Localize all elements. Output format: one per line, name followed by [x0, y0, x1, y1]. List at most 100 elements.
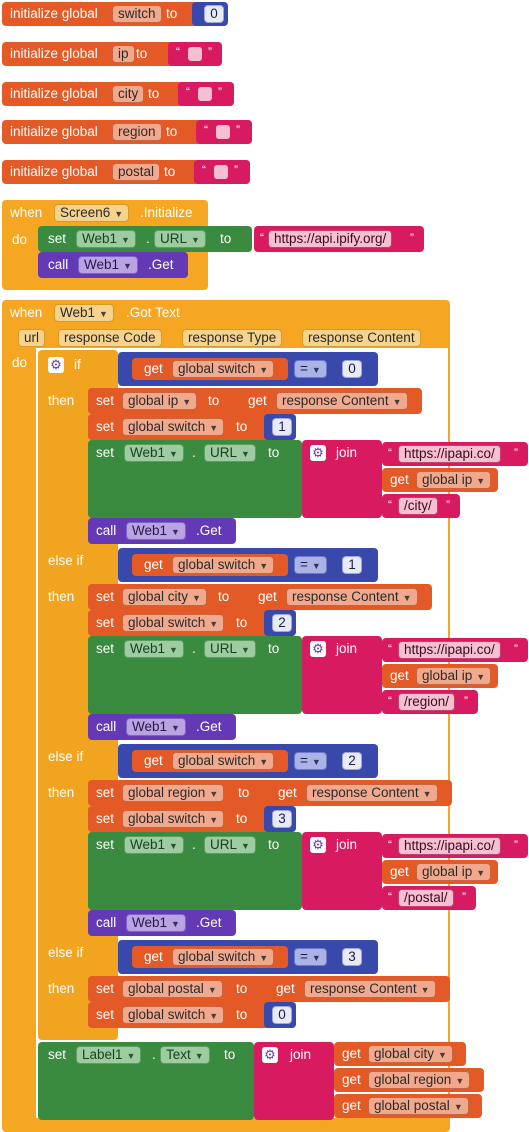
set-url-block[interactable]: set Web1 ▼ . URL ▼ to [88, 636, 302, 714]
variable-dropdown[interactable]: global switch ▼ [172, 556, 275, 574]
operator-dropdown[interactable]: = ▼ [294, 360, 327, 378]
variable-dropdown[interactable]: global postal ▼ [368, 1097, 469, 1115]
text-url-prefix[interactable]: “ https://ipapi.co/ ” [382, 442, 528, 466]
number-field[interactable]: 1 [272, 418, 292, 436]
param-url[interactable]: url [18, 329, 46, 347]
set-web1-url-block[interactable]: set Web1 ▼ . URL ▼ to [38, 226, 252, 252]
component-dropdown[interactable]: Web1 ▼ [54, 304, 114, 322]
variable-dropdown[interactable]: global switch ▼ [122, 1006, 225, 1024]
call-get-block[interactable]: call Web1 ▼ .Get [88, 518, 236, 544]
variable-dropdown[interactable]: global city ▼ [368, 1045, 453, 1063]
gear-icon[interactable]: ⚙ [262, 1047, 278, 1063]
component-dropdown[interactable]: Web1 ▼ [126, 522, 186, 540]
set-switch-block[interactable]: set global switch ▼ to 1 [88, 414, 296, 440]
set-label-text-block[interactable]: set Label1 ▼ . Text ▼ to [38, 1042, 254, 1120]
compare-block[interactable]: get global switch ▼ = ▼ 3 [118, 940, 378, 974]
variable-dropdown[interactable]: global switch ▼ [122, 810, 225, 828]
join-block[interactable]: ⚙ join [254, 1042, 334, 1120]
global-init-postal[interactable]: initialize global postal to “ ” [2, 160, 250, 184]
operator-dropdown[interactable]: = ▼ [294, 556, 327, 574]
param-response-content[interactable]: response Content [302, 329, 421, 347]
variable-dropdown[interactable]: global switch ▼ [122, 418, 225, 436]
component-dropdown[interactable]: Web1 ▼ [124, 640, 184, 658]
global-name-field[interactable]: ip [112, 45, 135, 63]
text-block[interactable]: “ ” [194, 160, 250, 184]
global-name-field[interactable]: switch [112, 5, 162, 23]
text-url-prefix[interactable]: “ https://ipapi.co/ ” [382, 638, 528, 662]
variable-dropdown[interactable]: global city ▼ [122, 588, 207, 606]
empty-text-field[interactable] [188, 47, 202, 61]
text-url-suffix[interactable]: “ /city/ ” [382, 494, 460, 518]
number-field[interactable]: 0 [204, 5, 224, 23]
variable-dropdown[interactable]: global region ▼ [122, 784, 225, 802]
gear-icon[interactable]: ⚙ [310, 641, 326, 657]
variable-dropdown[interactable]: global ip ▼ [416, 863, 492, 881]
text-block[interactable]: “ ” [168, 42, 222, 66]
set-url-block[interactable]: set Web1 ▼ . URL ▼ to [88, 440, 302, 518]
get-global-ip[interactable]: get global ip ▼ [382, 664, 498, 688]
text-block[interactable]: “ ” [178, 82, 234, 106]
set-switch-block[interactable]: set global switch ▼ to 2 [88, 610, 296, 636]
set-switch-block[interactable]: set global switch ▼ to 3 [88, 806, 296, 832]
text-field[interactable]: /postal/ [398, 889, 454, 907]
variable-dropdown[interactable]: response Content ▼ [306, 784, 438, 802]
gear-icon[interactable]: ⚙ [310, 837, 326, 853]
set-switch-block[interactable]: set global switch ▼ to 0 [88, 1002, 296, 1028]
call-get-block[interactable]: call Web1 ▼ .Get [88, 714, 236, 740]
set-var-block[interactable]: set global region ▼ to get response Conte… [88, 780, 452, 806]
property-dropdown[interactable]: URL ▼ [204, 444, 256, 462]
compare-block[interactable]: get global switch ▼ = ▼ 0 [118, 352, 378, 386]
component-dropdown[interactable]: Web1 ▼ [76, 230, 136, 248]
gear-icon[interactable]: ⚙ [48, 357, 64, 373]
empty-text-field[interactable] [214, 165, 228, 179]
get-global-switch[interactable]: get global switch ▼ [132, 358, 288, 380]
get-global-switch[interactable]: get global switch ▼ [132, 554, 288, 576]
get-global-region[interactable]: get global region ▼ [334, 1068, 484, 1092]
text-block[interactable]: “ ” [196, 120, 252, 144]
join-block[interactable]: ⚙ join [302, 440, 382, 518]
variable-dropdown[interactable]: response Content ▼ [304, 980, 436, 998]
component-dropdown[interactable]: Screen6 ▼ [54, 204, 130, 222]
set-var-block[interactable]: set global city ▼ to get response Content… [88, 584, 432, 610]
compare-block[interactable]: get global switch ▼ = ▼ 1 [118, 548, 378, 582]
text-field[interactable]: https://ipapi.co/ [398, 641, 501, 659]
set-var-block[interactable]: set global ip ▼ to get response Content ▼ [88, 388, 422, 414]
param-response-code[interactable]: response Code [58, 329, 162, 347]
number-field[interactable]: 3 [342, 948, 362, 966]
variable-dropdown[interactable]: response Content ▼ [276, 392, 408, 410]
operator-dropdown[interactable]: = ▼ [294, 752, 327, 770]
variable-dropdown[interactable]: global postal ▼ [122, 980, 223, 998]
text-field[interactable]: https://ipapi.co/ [398, 837, 501, 855]
component-dropdown[interactable]: Web1 ▼ [78, 256, 138, 274]
component-dropdown[interactable]: Web1 ▼ [126, 718, 186, 736]
number-field[interactable]: 1 [342, 556, 362, 574]
join-block[interactable]: ⚙ join [302, 636, 382, 714]
component-dropdown[interactable]: Web1 ▼ [126, 914, 186, 932]
variable-dropdown[interactable]: response Content ▼ [286, 588, 418, 606]
url-text-field[interactable]: https://api.ipify.org/ [268, 230, 393, 248]
global-init-ip[interactable]: initialize global ip to “ ” [2, 42, 222, 66]
variable-dropdown[interactable]: global ip ▼ [416, 667, 492, 685]
variable-dropdown[interactable]: global ip ▼ [416, 471, 492, 489]
global-init-city[interactable]: initialize global city to “ ” [2, 82, 234, 106]
variable-dropdown[interactable]: global ip ▼ [122, 392, 198, 410]
empty-text-field[interactable] [216, 125, 230, 139]
url-text-block[interactable]: “ https://api.ipify.org/ ” [254, 226, 424, 252]
compare-block[interactable]: get global switch ▼ = ▼ 2 [118, 744, 378, 778]
get-global-ip[interactable]: get global ip ▼ [382, 860, 498, 884]
variable-dropdown[interactable]: global switch ▼ [172, 752, 275, 770]
get-global-city[interactable]: get global city ▼ [334, 1042, 466, 1066]
property-dropdown[interactable]: URL ▼ [154, 230, 206, 248]
call-web1-get-block[interactable]: call Web1 ▼ .Get [38, 252, 188, 278]
get-global-postal[interactable]: get global postal ▼ [334, 1094, 482, 1118]
variable-dropdown[interactable]: global switch ▼ [172, 360, 275, 378]
gear-icon[interactable]: ⚙ [310, 445, 326, 461]
number-field[interactable]: 2 [342, 752, 362, 770]
component-dropdown[interactable]: Label1 ▼ [76, 1046, 142, 1064]
variable-dropdown[interactable]: global switch ▼ [122, 614, 225, 632]
text-url-prefix[interactable]: “ https://ipapi.co/ ” [382, 834, 528, 858]
component-dropdown[interactable]: Web1 ▼ [124, 444, 184, 462]
number-field[interactable]: 0 [342, 360, 362, 378]
param-response-type[interactable]: response Type [182, 329, 283, 347]
global-init-switch[interactable]: initialize global switch to 0 [2, 2, 228, 26]
